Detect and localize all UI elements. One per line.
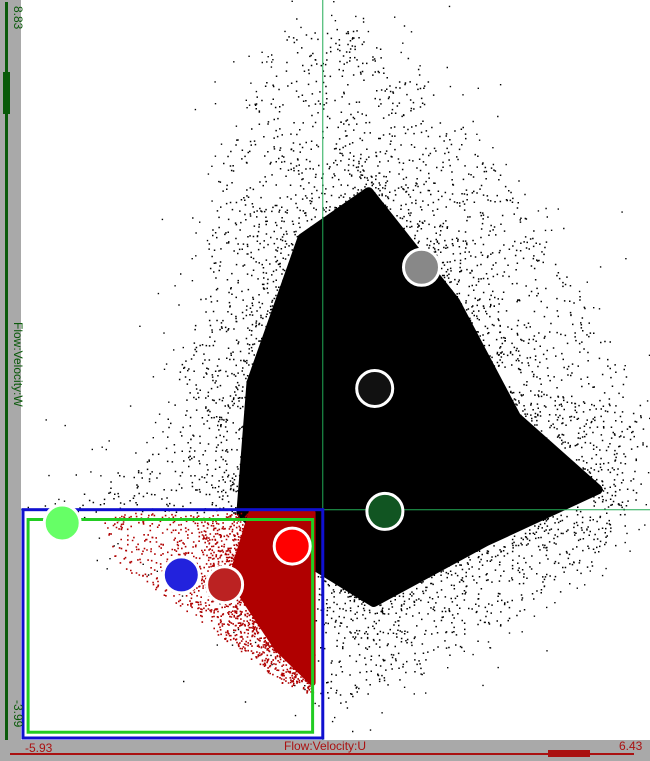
- x-axis-bar[interactable]: [0, 740, 650, 761]
- x-axis-max-label: 6.43: [619, 739, 643, 753]
- point-cloud: [27, 0, 650, 733]
- gray-marker[interactable]: [402, 247, 441, 287]
- y-axis-max-label: 8.83: [11, 6, 25, 30]
- dense-core: [236, 187, 603, 607]
- selected-scatter-points: [103, 512, 315, 695]
- y-axis-slider-handle[interactable]: [3, 72, 10, 114]
- y-axis-min-label: -3.99: [11, 700, 25, 728]
- dark-red-marker[interactable]: [205, 565, 245, 605]
- y-axis-title: Flow:Velocity:W: [11, 322, 25, 407]
- light-green-marker[interactable]: [42, 503, 82, 543]
- x-axis-slider-handle[interactable]: [548, 750, 590, 757]
- black-marker[interactable]: [355, 369, 395, 408]
- green-selection-box[interactable]: [26, 518, 315, 734]
- selection-boxes[interactable]: [21, 508, 325, 740]
- blue-selection-box[interactable]: [21, 508, 325, 740]
- red-marker[interactable]: [272, 526, 312, 566]
- y-axis-bar[interactable]: [0, 0, 21, 740]
- dark-green-marker[interactable]: [365, 491, 405, 531]
- x-axis-title: Flow:Velocity:U: [284, 739, 366, 753]
- blue-marker[interactable]: [161, 555, 201, 595]
- marker-layer[interactable]: [42, 247, 441, 605]
- x-axis-min-label: -5.93: [25, 741, 53, 755]
